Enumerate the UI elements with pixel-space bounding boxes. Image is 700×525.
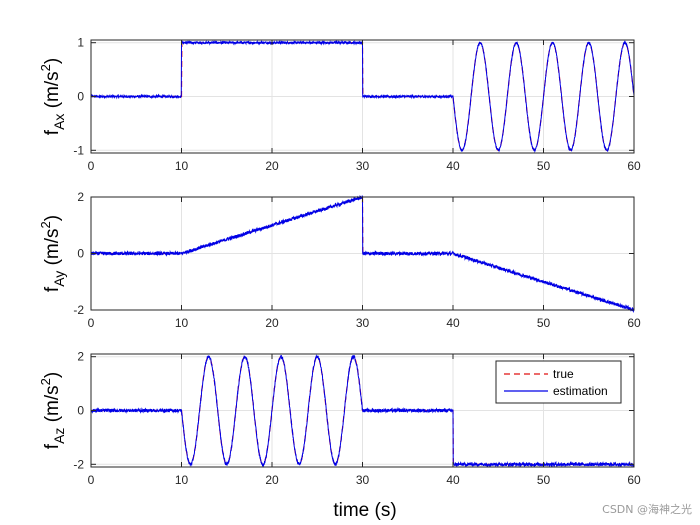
x-tick-label: 0 xyxy=(88,316,95,330)
x-tick-label: 20 xyxy=(265,159,279,173)
y-label-close: ) xyxy=(42,58,63,64)
y-label-superscript: 2 xyxy=(38,64,53,71)
legend-box xyxy=(495,360,622,404)
x-tick-label: 60 xyxy=(627,316,641,330)
x-tick-label: 40 xyxy=(446,316,460,330)
y-label-unit: (m/s xyxy=(42,385,63,427)
y-label-unit: (m/s xyxy=(42,228,63,270)
y-label-unit: (m/s xyxy=(42,71,63,113)
x-tick-label: 60 xyxy=(627,159,641,173)
legend-label-estimation: estimation xyxy=(553,384,608,398)
subplot-fAx: 0 10 20 30 40 50 60 -1 0 1 fAx (m/s2) xyxy=(38,36,641,173)
legend-label-true: true xyxy=(553,367,574,381)
x-tick-label: 30 xyxy=(356,159,370,173)
y-label-subscript: Az xyxy=(51,428,67,444)
y-axis-label: fAx (m/s2) xyxy=(38,58,67,135)
y-label-symbol: f xyxy=(42,286,63,292)
y-label-subscript: Ay xyxy=(51,271,67,287)
y-tick-label: -2 xyxy=(73,457,84,471)
y-tick-label: 0 xyxy=(77,404,84,418)
x-tick-label: 30 xyxy=(356,316,370,330)
x-tick-label: 20 xyxy=(265,473,279,487)
x-tick-label: 50 xyxy=(537,316,551,330)
y-tick-label: -2 xyxy=(73,303,84,317)
y-label-symbol: f xyxy=(42,129,63,135)
y-label-close: ) xyxy=(42,372,63,378)
x-tick-label: 50 xyxy=(537,159,551,173)
x-tick-label: 60 xyxy=(627,473,641,487)
x-tick-label: 50 xyxy=(537,473,551,487)
y-label-close: ) xyxy=(42,215,63,221)
x-tick-label: 10 xyxy=(175,473,189,487)
x-tick-label: 0 xyxy=(88,473,95,487)
x-axis-label: time (s) xyxy=(333,500,396,521)
x-tick-label: 40 xyxy=(446,473,460,487)
x-tick-label: 40 xyxy=(446,159,460,173)
x-tick-label: 0 xyxy=(88,159,95,173)
y-tick-label: 0 xyxy=(77,247,84,261)
y-tick-label: 1 xyxy=(77,36,84,50)
y-label-superscript: 2 xyxy=(38,221,53,228)
x-tick-label: 10 xyxy=(175,316,189,330)
legend: true estimation xyxy=(495,360,622,404)
x-tick-label: 10 xyxy=(175,159,189,173)
y-axis-label: fAz (m/s2) xyxy=(38,372,67,449)
y-axis-label: fAy (m/s2) xyxy=(38,215,67,292)
y-tick-label: 2 xyxy=(77,190,84,204)
y-label-subscript: Ax xyxy=(51,114,67,130)
y-tick-label: 2 xyxy=(77,350,84,364)
y-tick-label: 0 xyxy=(77,90,84,104)
y-tick-label: -1 xyxy=(73,143,84,157)
x-tick-label: 20 xyxy=(265,316,279,330)
y-label-symbol: f xyxy=(42,443,63,449)
x-tick-label: 30 xyxy=(356,473,370,487)
watermark: CSDN @海神之光 xyxy=(602,503,692,516)
y-label-superscript: 2 xyxy=(38,378,53,385)
